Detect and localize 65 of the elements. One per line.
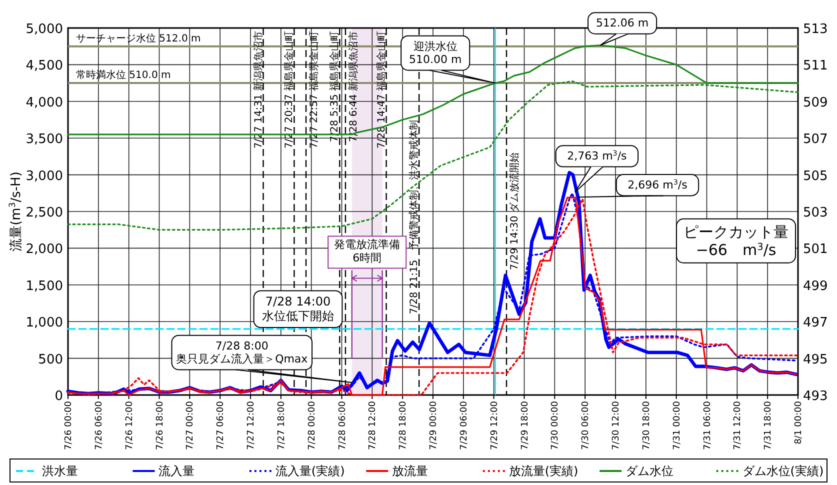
y2-tick-label: 495 bbox=[803, 352, 828, 368]
x-tick-label: 7/29 06:00 bbox=[459, 400, 470, 450]
band-label: 発電放流準備 6時間 bbox=[334, 238, 400, 264]
y2-tick-label: 503 bbox=[803, 206, 828, 220]
y-tick-label: 2,500 bbox=[26, 206, 63, 220]
x-tick-label: 7/28 12:00 bbox=[368, 400, 378, 450]
x-tick-label: 7/29 12:00 bbox=[490, 400, 500, 450]
x-tick-label: 7/26 12:00 bbox=[124, 400, 135, 450]
y-tick-label: 1,000 bbox=[26, 316, 63, 331]
x-tick-label: 7/30 06:00 bbox=[581, 400, 592, 450]
x-tick-label: 7/27 06:00 bbox=[216, 400, 226, 450]
x-tick-label: 7/26 06:00 bbox=[94, 400, 104, 450]
y2-tick-label: 493 bbox=[803, 389, 828, 404]
legend-label: 放流量 bbox=[392, 464, 428, 478]
y2-tick-label: 509 bbox=[803, 95, 828, 110]
x-tick-label: 7/30 18:00 bbox=[642, 400, 652, 450]
x-tick-label: 7/27 00:00 bbox=[186, 400, 196, 450]
ref-line-label: 7/28 6:44 新潟県魚沼市 bbox=[347, 31, 360, 142]
y2-tick-label: 507 bbox=[803, 132, 828, 148]
legend-label: ダム水位 bbox=[626, 464, 674, 478]
y2-tick-label: 513 bbox=[803, 22, 828, 37]
y-tick-label: 500 bbox=[38, 352, 63, 368]
x-tick-label: 7/29 00:00 bbox=[429, 400, 439, 450]
x-tick-label: 7/31 12:00 bbox=[733, 400, 744, 450]
y-tick-label: 2,000 bbox=[26, 242, 63, 258]
x-tick-label: 7/27 12:00 bbox=[246, 400, 256, 450]
y2-tick-label: 497 bbox=[803, 316, 828, 331]
legend-label: 流入量(実績) bbox=[275, 464, 345, 478]
ref-line-label: 7/29 14:30 ダム放流開始 bbox=[508, 152, 521, 270]
ref-line-label: 7/28 21:15 予備警戒体制、洪水警戒体制 bbox=[408, 120, 420, 314]
y-tick-label: 5,000 bbox=[26, 22, 63, 37]
x-tick-label: 7/31 18:00 bbox=[764, 400, 774, 450]
annotation: 迎洪水位 510.00 m bbox=[409, 40, 462, 66]
x-tick-label: 7/28 06:00 bbox=[338, 400, 348, 450]
y2-tick-label: 505 bbox=[803, 168, 828, 184]
y-tick-label: 4,000 bbox=[26, 95, 63, 110]
annotation: 7/28 14:00 水位低下開始 bbox=[262, 294, 334, 324]
legend-label: 放流量(実績) bbox=[508, 464, 578, 478]
y-tick-label: 4,500 bbox=[26, 58, 63, 74]
y2-tick-label: 501 bbox=[803, 242, 828, 258]
x-tick-label: 7/30 00:00 bbox=[550, 400, 561, 450]
x-tick-label: 7/31 00:00 bbox=[672, 400, 682, 450]
y2-tick-label: 511 bbox=[803, 58, 828, 74]
legend-label: 洪水量 bbox=[42, 464, 78, 478]
y-tick-label: 1,500 bbox=[26, 278, 63, 294]
x-tick-label: 7/26 00:00 bbox=[64, 400, 74, 450]
y2-tick-label: 499 bbox=[803, 278, 828, 294]
x-tick-label: 7/28 00:00 bbox=[307, 400, 318, 450]
annotation: 2,763 m$^{3}$/s bbox=[567, 148, 628, 163]
x-tick-label: 8/1 00:00 bbox=[794, 400, 804, 444]
y-tick-label: 0 bbox=[54, 389, 63, 404]
legend-label: ダム水位(実績) bbox=[742, 464, 824, 478]
y-tick-label: 3,000 bbox=[26, 168, 63, 184]
y-tick-label: 3,500 bbox=[26, 132, 63, 148]
x-tick-label: 7/28 18:00 bbox=[398, 400, 409, 450]
annotation: 512.06 m bbox=[596, 16, 649, 30]
legend-label: 流入量 bbox=[158, 464, 195, 478]
x-tick-label: 7/29 18:00 bbox=[520, 400, 530, 450]
x-tick-label: 7/26 18:00 bbox=[155, 400, 166, 450]
annotation: ピークカット量 −66 m$^{3}$/s bbox=[684, 222, 788, 259]
x-tick-label: 7/31 06:00 bbox=[702, 400, 713, 450]
x-tick-label: 7/27 18:00 bbox=[276, 400, 287, 450]
annotation: 7/28 8:00 奥只見ダム流入量＞Qmax bbox=[176, 339, 308, 366]
annotation: 2,696 m$^{3}$/s bbox=[628, 177, 688, 192]
x-tick-label: 7/30 12:00 bbox=[612, 400, 622, 450]
